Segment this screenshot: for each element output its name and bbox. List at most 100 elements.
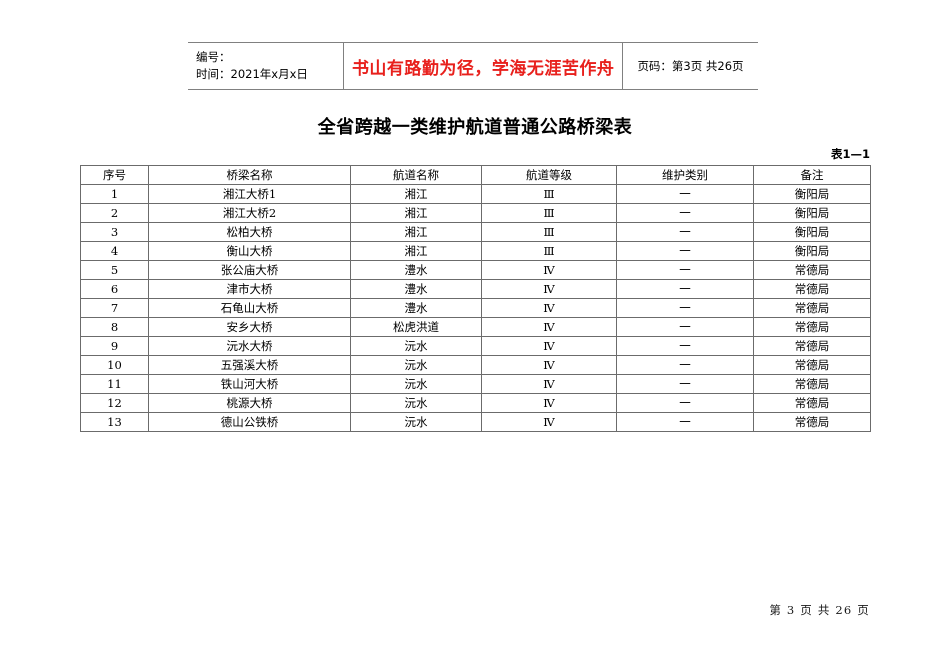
header-motto-text: 书山有路勤为径，学海无涯苦作舟 bbox=[351, 58, 615, 79]
cell-channel-name: 沅水 bbox=[350, 374, 482, 394]
table-row: 3 松柏大桥 湘江 Ⅲ 一衡阳局 bbox=[80, 222, 871, 242]
cell-maintenance-category: 一 bbox=[616, 393, 754, 413]
cell-remark: 常德局 bbox=[753, 260, 871, 280]
table-row: 6 津市大桥 澧水 Ⅳ 一常德局 bbox=[80, 279, 871, 299]
cell-bridge-name: 湘江大桥1 bbox=[148, 184, 351, 204]
cell-channel-grade: Ⅲ bbox=[481, 222, 617, 242]
cell-channel-name: 松虎洪道 bbox=[350, 317, 482, 337]
cell-channel-grade: Ⅳ bbox=[481, 298, 617, 318]
cell-index: 3 bbox=[80, 222, 149, 242]
cell-index: 9 bbox=[80, 336, 149, 356]
cell-channel-name: 湘江 bbox=[350, 203, 482, 223]
table-row: 13 德山公铁桥 沅水 Ⅳ 一常德局 bbox=[80, 412, 871, 432]
table-row: 4 衡山大桥 湘江 Ⅲ 一衡阳局 bbox=[80, 241, 871, 261]
table-header-row: 序号 桥梁名称 航道名称 航道等级 维护类别 备注 bbox=[80, 165, 871, 185]
page-footer: 第 3 页 共 26 页 bbox=[769, 603, 870, 617]
cell-index: 4 bbox=[80, 241, 149, 261]
cell-maintenance-category: 一 bbox=[616, 298, 754, 318]
cell-channel-grade: Ⅲ bbox=[481, 184, 617, 204]
cell-channel-grade: Ⅳ bbox=[481, 336, 617, 356]
cell-channel-name: 沅水 bbox=[350, 393, 482, 413]
column-header-category: 维护类别 bbox=[616, 165, 754, 185]
cell-bridge-name: 张公庙大桥 bbox=[148, 260, 351, 280]
cell-maintenance-category: 一 bbox=[616, 184, 754, 204]
cell-channel-grade: Ⅳ bbox=[481, 374, 617, 394]
cell-remark: 常德局 bbox=[753, 355, 871, 375]
cell-channel-name: 澧水 bbox=[350, 298, 482, 318]
cell-channel-grade: Ⅳ bbox=[481, 393, 617, 413]
cell-bridge-name: 德山公铁桥 bbox=[148, 412, 351, 432]
page-title: 全省跨越一类维护航道普通公路桥梁表 bbox=[317, 117, 633, 138]
cell-channel-grade: Ⅲ bbox=[481, 241, 617, 261]
cell-remark: 常德局 bbox=[753, 298, 871, 318]
cell-maintenance-category: 一 bbox=[616, 317, 754, 337]
cell-channel-name: 沅水 bbox=[350, 412, 482, 432]
table-row: 12 桃源大桥 沅水 Ⅳ 一常德局 bbox=[80, 393, 871, 413]
cell-remark: 常德局 bbox=[753, 279, 871, 299]
running-header: 编号： 时间：2021年x月x日 书山有路勤为径，学海无涯苦作舟 页码：第3页 … bbox=[188, 42, 758, 90]
cell-remark: 衡阳局 bbox=[753, 241, 871, 261]
cell-bridge-name: 五强溪大桥 bbox=[148, 355, 351, 375]
cell-maintenance-category: 一 bbox=[616, 222, 754, 242]
cell-remark: 常德局 bbox=[753, 393, 871, 413]
cell-maintenance-category: 一 bbox=[616, 374, 754, 394]
cell-channel-name: 湘江 bbox=[350, 184, 482, 204]
table-row: 5 张公庙大桥 澧水 Ⅳ 一常德局 bbox=[80, 260, 871, 280]
cell-maintenance-category: 一 bbox=[616, 412, 754, 432]
table-row: 10 五强溪大桥 沅水 Ⅳ 一常德局 bbox=[80, 355, 871, 375]
cell-remark: 常德局 bbox=[753, 317, 871, 337]
cell-bridge-name: 衡山大桥 bbox=[148, 241, 351, 261]
cell-channel-name: 沅水 bbox=[350, 355, 482, 375]
cell-maintenance-category: 一 bbox=[616, 355, 754, 375]
table-row: 2 湘江大桥2 湘江 Ⅲ 一衡阳局 bbox=[80, 203, 871, 223]
cell-bridge-name: 沅水大桥 bbox=[148, 336, 351, 356]
cell-remark: 常德局 bbox=[753, 374, 871, 394]
column-header-remark: 备注 bbox=[753, 165, 871, 185]
header-number-label: 编号： bbox=[196, 49, 231, 64]
cell-index: 2 bbox=[80, 203, 149, 223]
cell-channel-grade: Ⅳ bbox=[481, 355, 617, 375]
cell-maintenance-category: 一 bbox=[616, 241, 754, 261]
cell-remark: 衡阳局 bbox=[753, 222, 871, 242]
cell-remark: 衡阳局 bbox=[753, 184, 871, 204]
header-page-info: 页码：第3页 共26页 bbox=[637, 59, 744, 73]
column-header-channel: 航道名称 bbox=[350, 165, 482, 185]
cell-index: 7 bbox=[80, 298, 149, 318]
cell-channel-grade: Ⅲ bbox=[481, 203, 617, 223]
table-row: 9 沅水大桥 沅水 Ⅳ 一常德局 bbox=[80, 336, 871, 356]
cell-maintenance-category: 一 bbox=[616, 336, 754, 356]
cell-index: 10 bbox=[80, 355, 149, 375]
table-body: 1 湘江大桥1 湘江 Ⅲ 一衡阳局 2 湘江大桥2 湘江 Ⅲ 一衡阳局 3 松柏大桥 湘江 Ⅲ 一衡阳局 4 衡… bbox=[80, 184, 871, 432]
cell-index: 5 bbox=[80, 260, 149, 280]
table-row: 8 安乡大桥 松虎洪道 Ⅳ 一常德局 bbox=[80, 317, 871, 337]
cell-remark: 常德局 bbox=[753, 336, 871, 356]
cell-channel-grade: Ⅳ bbox=[481, 279, 617, 299]
cell-maintenance-category: 一 bbox=[616, 260, 754, 280]
cell-index: 8 bbox=[80, 317, 149, 337]
table-row: 7 石龟山大桥 澧水 Ⅳ 一常德局 bbox=[80, 298, 871, 318]
cell-remark: 衡阳局 bbox=[753, 203, 871, 223]
cell-bridge-name: 桃源大桥 bbox=[148, 393, 351, 413]
cell-channel-name: 湘江 bbox=[350, 222, 482, 242]
header-meta-cell: 编号： 时间：2021年x月x日 bbox=[188, 43, 344, 89]
cell-bridge-name: 铁山河大桥 bbox=[148, 374, 351, 394]
cell-maintenance-category: 一 bbox=[616, 203, 754, 223]
cell-bridge-name: 津市大桥 bbox=[148, 279, 351, 299]
cell-bridge-name: 石龟山大桥 bbox=[148, 298, 351, 318]
table-caption: 表1—1 bbox=[830, 147, 870, 161]
cell-remark: 常德局 bbox=[753, 412, 871, 432]
cell-index: 1 bbox=[80, 184, 149, 204]
cell-index: 13 bbox=[80, 412, 149, 432]
header-page-cell: 页码：第3页 共26页 bbox=[623, 43, 758, 89]
cell-channel-name: 澧水 bbox=[350, 260, 482, 280]
table-row: 11 铁山河大桥 沅水 Ⅳ 一常德局 bbox=[80, 374, 871, 394]
cell-bridge-name: 松柏大桥 bbox=[148, 222, 351, 242]
cell-index: 6 bbox=[80, 279, 149, 299]
table-row: 1 湘江大桥1 湘江 Ⅲ 一衡阳局 bbox=[80, 184, 871, 204]
header-date-label: 时间：2021年x月x日 bbox=[196, 67, 308, 81]
cell-channel-grade: Ⅳ bbox=[481, 260, 617, 280]
cell-channel-grade: Ⅳ bbox=[481, 317, 617, 337]
cell-channel-name: 湘江 bbox=[350, 241, 482, 261]
cell-index: 11 bbox=[80, 374, 149, 394]
column-header-index: 序号 bbox=[80, 165, 149, 185]
